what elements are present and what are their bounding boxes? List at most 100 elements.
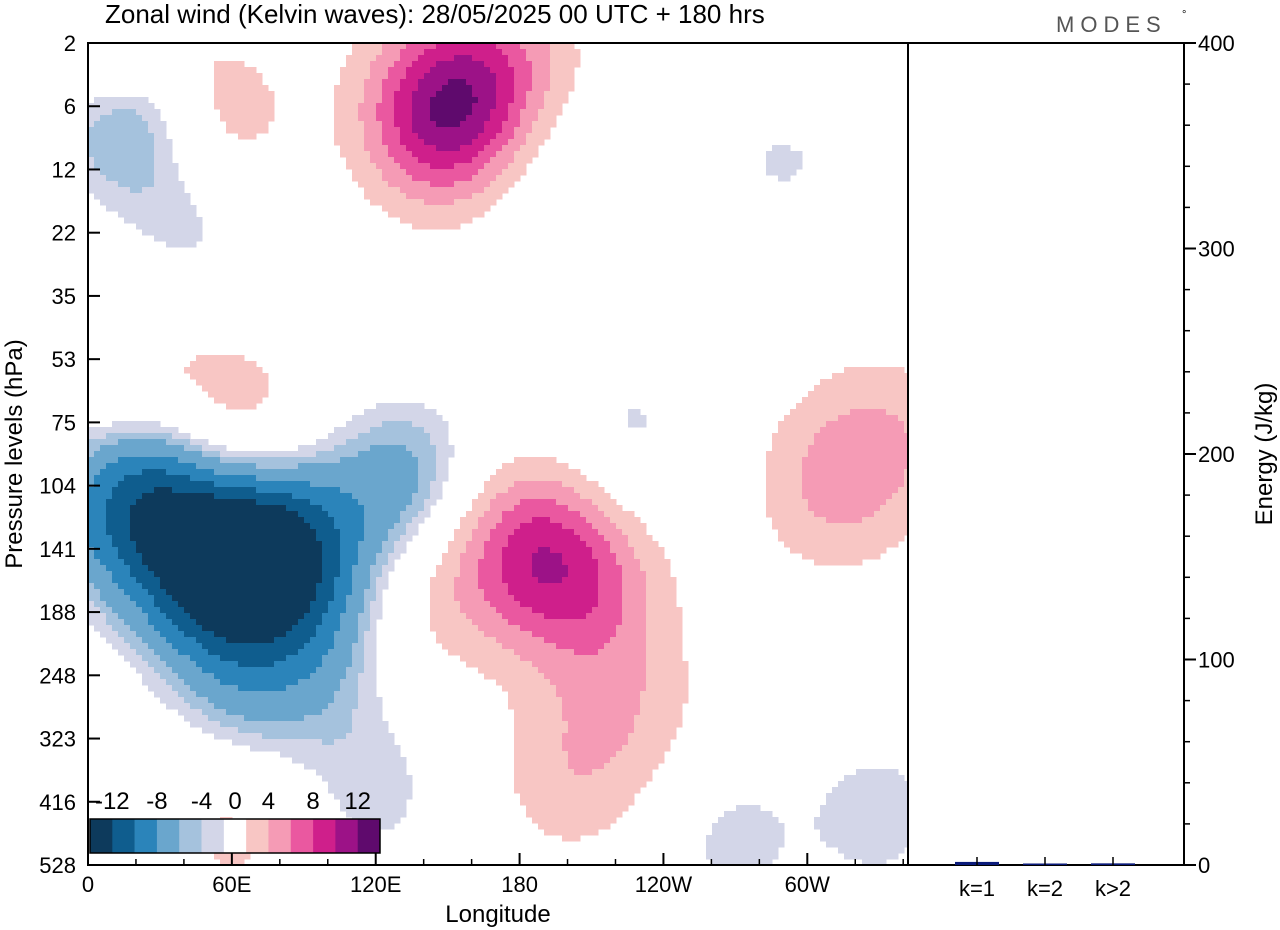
- field-cell: [478, 529, 485, 536]
- field-cell: [544, 133, 551, 140]
- field-cell: [124, 541, 131, 548]
- field-cell: [148, 607, 155, 614]
- field-cell: [334, 97, 341, 104]
- field-cell: [808, 427, 815, 434]
- field-cell: [556, 463, 563, 470]
- field-cell: [304, 619, 311, 626]
- field-cell: [490, 169, 497, 176]
- field-cell: [256, 625, 263, 632]
- field-cell: [808, 397, 815, 404]
- field-cell: [388, 97, 395, 104]
- field-cell: [352, 535, 359, 542]
- field-cell: [316, 619, 323, 626]
- field-cell: [484, 127, 491, 134]
- field-cell: [304, 493, 311, 500]
- field-cell: [604, 595, 611, 602]
- field-cell: [520, 43, 527, 50]
- field-cell: [196, 613, 203, 620]
- field-cell: [406, 421, 413, 428]
- field-cell: [358, 49, 365, 56]
- field-cell: [640, 613, 647, 620]
- field-cell: [508, 79, 515, 86]
- field-cell: [568, 559, 575, 566]
- field-cell: [106, 601, 113, 608]
- field-cell: [838, 391, 845, 398]
- field-cell: [472, 577, 479, 584]
- field-cell: [844, 541, 851, 548]
- field-cell: [358, 439, 365, 446]
- field-cell: [160, 445, 167, 452]
- field-cell: [226, 91, 233, 98]
- field-cell: [838, 469, 845, 476]
- field-cell: [442, 91, 449, 98]
- field-cell: [376, 109, 383, 116]
- field-cell: [430, 619, 437, 626]
- field-cell: [406, 127, 413, 134]
- field-cell: [562, 583, 569, 590]
- field-cell: [478, 181, 485, 188]
- field-cell: [148, 187, 155, 194]
- field-cell: [370, 199, 377, 206]
- field-cell: [364, 151, 371, 158]
- field-cell: [256, 493, 263, 500]
- field-cell: [160, 463, 167, 470]
- field-cell: [238, 61, 245, 68]
- field-cell: [340, 439, 347, 446]
- field-cell: [454, 73, 461, 80]
- field-cell: [172, 427, 179, 434]
- field-cell: [292, 583, 299, 590]
- field-cell: [634, 583, 641, 590]
- field-cell: [346, 133, 353, 140]
- field-cell: [904, 457, 908, 464]
- field-cell: [454, 145, 461, 152]
- field-cell: [652, 619, 659, 626]
- field-cell: [112, 583, 119, 590]
- field-cell: [814, 505, 821, 512]
- field-cell: [232, 103, 239, 110]
- field-cell: [856, 547, 863, 554]
- field-cell: [394, 517, 401, 524]
- field-cell: [394, 79, 401, 86]
- field-cell: [466, 199, 473, 206]
- field-cell: [226, 607, 233, 614]
- field-cell: [832, 475, 839, 482]
- field-cell: [412, 445, 419, 452]
- field-cell: [202, 463, 209, 470]
- field-cell: [436, 433, 443, 440]
- field-cell: [376, 607, 383, 614]
- field-cell: [262, 475, 269, 482]
- field-cell: [436, 595, 443, 602]
- field-cell: [370, 73, 377, 80]
- field-cell: [778, 445, 785, 452]
- field-cell: [136, 493, 143, 500]
- field-cell: [532, 67, 539, 74]
- field-cell: [442, 577, 449, 584]
- field-cell: [574, 475, 581, 482]
- field-cell: [784, 511, 791, 518]
- field-cell: [850, 493, 857, 500]
- field-cell: [508, 541, 515, 548]
- field-cell: [358, 619, 365, 626]
- field-cell: [490, 565, 497, 572]
- field-cell: [142, 217, 149, 224]
- field-cell: [124, 589, 131, 596]
- field-cell: [772, 475, 779, 482]
- field-cell: [382, 127, 389, 134]
- field-cell: [796, 421, 803, 428]
- field-cell: [886, 463, 893, 470]
- field-cell: [796, 535, 803, 542]
- field-cell: [112, 499, 119, 506]
- field-cell: [604, 601, 611, 608]
- field-cell: [220, 85, 227, 92]
- field-cell: [286, 565, 293, 572]
- field-cell: [370, 91, 377, 98]
- field-cell: [268, 505, 275, 512]
- field-cell: [226, 541, 233, 548]
- field-cell: [502, 577, 509, 584]
- field-cell: [388, 205, 395, 212]
- field-cell: [874, 475, 881, 482]
- field-cell: [418, 175, 425, 182]
- field-cell: [892, 391, 899, 398]
- field-cell: [520, 499, 527, 506]
- field-cell: [364, 481, 371, 488]
